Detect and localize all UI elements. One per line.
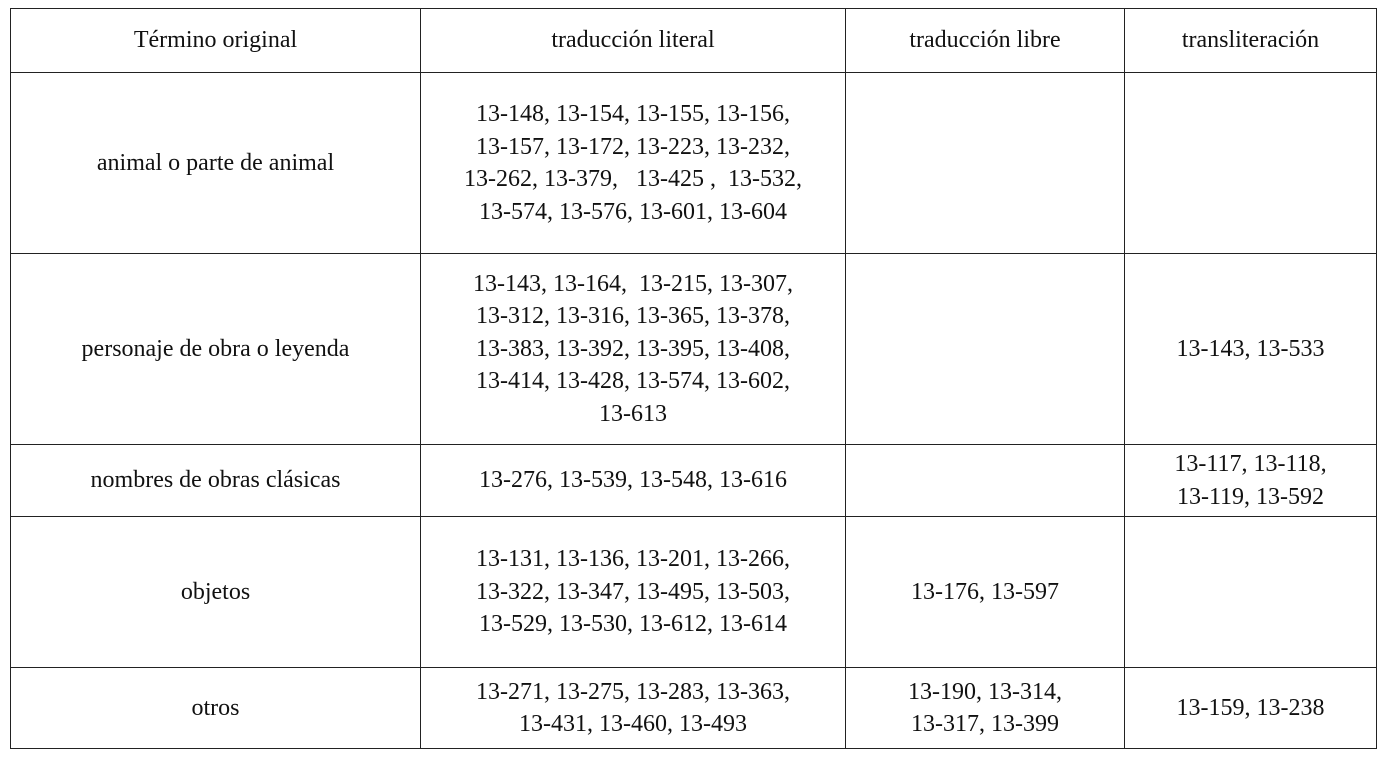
cell-line: 13-176, 13-597	[911, 578, 1059, 605]
term-cell: nombres de obras clásicas	[10, 444, 421, 517]
cell-line: 13-276, 13-539, 13-548, 13-616	[479, 467, 787, 494]
ref-cell: 13-143, 13-164, 13-215, 13-307, 13-312, 1…	[420, 253, 846, 445]
header-cell: traducción libre	[845, 8, 1125, 73]
cell-line: 13-131, 13-136, 13-201, 13-266,	[476, 546, 790, 573]
cell-line: otros	[191, 694, 240, 721]
cell-line: 13-383, 13-392, 13-395, 13-408,	[476, 335, 790, 362]
ref-cell: 13-176, 13-597	[845, 516, 1125, 668]
ref-cell	[1124, 72, 1377, 254]
cell-line: 13-159, 13-238	[1176, 694, 1325, 721]
ref-cell: 13-148, 13-154, 13-155, 13-156, 13-157, 1…	[420, 72, 846, 254]
table-row: personaje de obra o leyenda 13-143, 13-16…	[10, 253, 1377, 445]
ref-cell: 13-159, 13-238	[1124, 667, 1377, 749]
ref-cell	[1124, 516, 1377, 668]
header-cell: traducción literal	[420, 8, 846, 73]
cell-line: personaje de obra o leyenda	[81, 335, 350, 362]
ref-cell	[845, 72, 1125, 254]
term-cell: personaje de obra o leyenda	[10, 253, 421, 445]
ref-cell: 13-117, 13-118, 13-119, 13-592	[1124, 444, 1377, 517]
term-cell: animal o parte de animal	[10, 72, 421, 254]
cell-line: 13-317, 13-399	[911, 711, 1059, 737]
header-cell: Término original	[10, 8, 421, 73]
cell-line: 13-613	[599, 400, 667, 427]
ref-cell: 13-271, 13-275, 13-283, 13-363, 13-431, 1…	[420, 667, 846, 749]
cell-line: 13-312, 13-316, 13-365, 13-378,	[476, 303, 790, 330]
header-cell: transliteración	[1124, 8, 1377, 73]
term-cell: otros	[10, 667, 421, 749]
ref-cell: 13-143, 13-533	[1124, 253, 1377, 445]
header-row: Término original traducción literal traduc…	[10, 8, 1377, 73]
cell-line: 13-117, 13-118,	[1174, 451, 1327, 477]
ref-cell: 13-276, 13-539, 13-548, 13-616	[420, 444, 846, 517]
cell-line: 13-143, 13-533	[1176, 335, 1325, 362]
cell-line: 13-574, 13-576, 13-601, 13-604	[479, 198, 787, 225]
cell-line: objetos	[180, 578, 251, 605]
data-table: Término original traducción literal traduc…	[10, 8, 1377, 749]
cell-line: 13-143, 13-164, 13-215, 13-307,	[473, 270, 793, 297]
cell-line: 13-271, 13-275, 13-283, 13-363,	[476, 678, 790, 705]
cell-line: 13-322, 13-347, 13-495, 13-503,	[476, 578, 790, 605]
ref-cell	[845, 444, 1125, 517]
term-cell: objetos	[10, 516, 421, 668]
cell-line: nombres de obras clásicas	[90, 467, 341, 494]
cell-line: 13-190, 13-314,	[908, 678, 1062, 705]
cell-line: 13-119, 13-592	[1176, 483, 1325, 510]
cell-line: 13-414, 13-428, 13-574, 13-602,	[476, 368, 790, 395]
table-row: animal o parte de animal 13-148, 13-154, …	[10, 72, 1377, 254]
ref-cell: 13-190, 13-314, 13-317, 13-399	[845, 667, 1125, 749]
cell-line: 13-262, 13-379, 13-425 , 13-532,	[464, 166, 802, 192]
cell-line: 13-431, 13-460, 13-493	[519, 711, 747, 737]
table-row: nombres de obras clásicas 13-276, 13-539,…	[10, 444, 1377, 517]
table-row: otros 13-271, 13-275, 13-283, 13-363, 13-4…	[10, 667, 1377, 749]
cell-line: animal o parte de animal	[96, 149, 335, 176]
ref-cell: 13-131, 13-136, 13-201, 13-266, 13-322, 1…	[420, 516, 846, 668]
cell-line: 13-148, 13-154, 13-155, 13-156,	[476, 101, 790, 127]
cell-line: 13-529, 13-530, 13-612, 13-614	[479, 611, 787, 638]
table-row: objetos 13-131, 13-136, 13-201, 13-266, 13…	[10, 516, 1377, 668]
cell-line: 13-157, 13-172, 13-223, 13-232,	[476, 133, 790, 160]
ref-cell	[845, 253, 1125, 445]
